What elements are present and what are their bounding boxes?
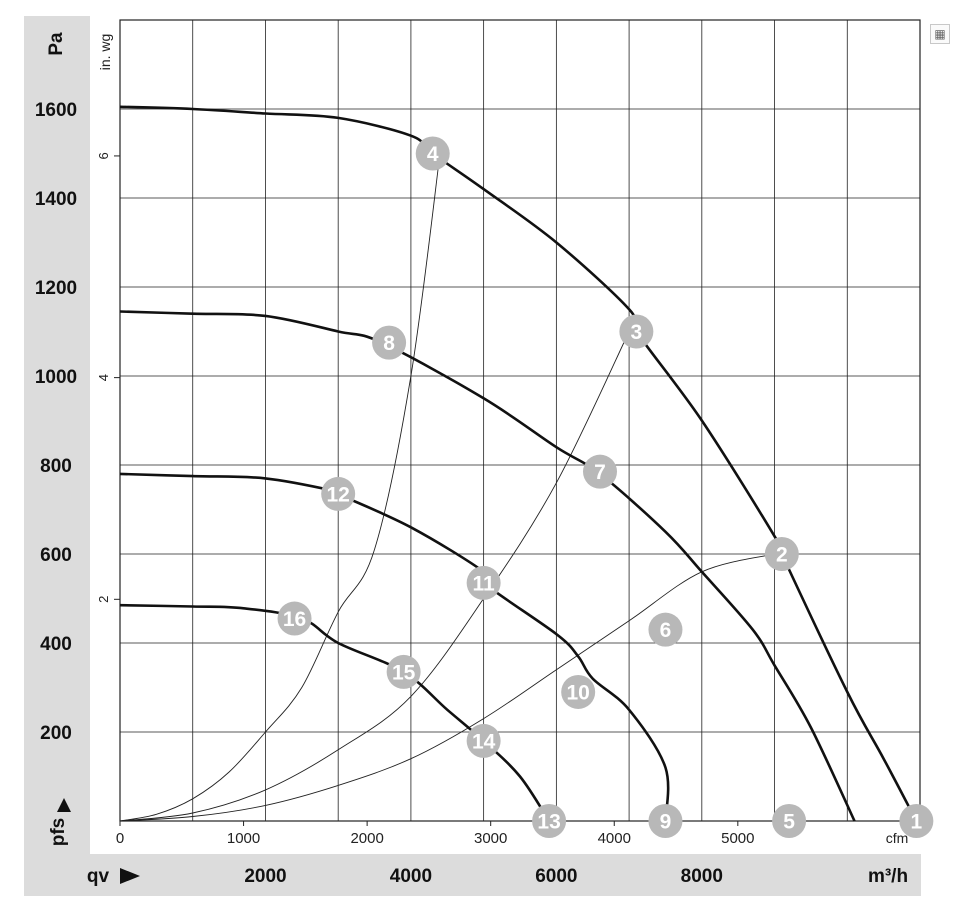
system-curve-2 <box>119 331 630 822</box>
operating-point-16: 16 <box>277 601 312 636</box>
x-unit-cfm-label: cfm <box>886 830 909 846</box>
operating-point-label: 1 <box>911 811 923 834</box>
x-axis-arrow-icon <box>120 868 140 884</box>
operating-point-marker <box>648 804 683 838</box>
y-tick-pa: 1600 <box>35 100 77 121</box>
x-tick-m3h: 4000 <box>390 866 432 887</box>
operating-point-label: 2 <box>776 544 788 567</box>
operating-point-10: 10 <box>561 674 596 709</box>
x-tick-cfm: 1000 <box>227 830 260 847</box>
operating-point-label: 3 <box>631 321 643 344</box>
fan-curve-2 <box>119 310 856 822</box>
x-tick-cfm: 4000 <box>598 830 631 847</box>
operating-point-label: 7 <box>594 461 606 484</box>
operating-point-marker <box>532 804 567 838</box>
operating-point-9: 9 <box>648 804 683 838</box>
operating-point-13: 13 <box>532 804 567 838</box>
operating-point-label: 14 <box>472 730 496 753</box>
operating-point-marker <box>321 476 356 511</box>
y-tick-inwg: 6 <box>96 152 111 159</box>
report-icon[interactable]: ▦ <box>930 24 950 44</box>
plot-frame <box>119 19 921 822</box>
y-tick-pa: 1200 <box>35 278 77 299</box>
y-tick-pa: 200 <box>40 723 72 744</box>
operating-point-8: 8 <box>372 325 407 360</box>
operating-point-label: 9 <box>660 811 672 834</box>
operating-point-marker <box>772 804 807 838</box>
operating-point-marker <box>372 325 407 360</box>
y-unit-pa-label: Pa <box>46 32 67 56</box>
x-tick-cfm: 0 <box>116 830 124 847</box>
y-tick-inwg: 2 <box>96 596 111 603</box>
system-curve-3 <box>119 553 775 822</box>
x-tick-m3h: 6000 <box>535 866 577 887</box>
operating-point-label: 8 <box>383 332 395 355</box>
operating-point-marker <box>764 537 799 571</box>
operating-point-label: 4 <box>427 143 439 166</box>
operating-point-marker <box>415 136 450 171</box>
fan-curve-4 <box>119 603 551 822</box>
operating-point-11: 11 <box>466 565 501 600</box>
x-tick-m3h: 2000 <box>244 866 286 887</box>
y-tick-pa: 400 <box>40 634 72 655</box>
operating-point-label: 13 <box>537 811 560 834</box>
y-tick-pa: 1400 <box>35 189 77 210</box>
y-unit-inwg-label: in. wg <box>97 34 113 71</box>
operating-point-label: 12 <box>327 483 350 506</box>
operating-point-2: 2 <box>764 537 799 571</box>
operating-point-1: 1 <box>899 804 934 838</box>
operating-point-4: 4 <box>415 136 450 171</box>
operating-point-marker <box>619 314 654 349</box>
operating-point-label: 6 <box>660 619 672 642</box>
operating-point-6: 6 <box>648 612 683 647</box>
system-curve-1 <box>119 153 441 822</box>
operating-point-marker <box>899 804 934 838</box>
y-axis-band <box>24 16 90 896</box>
operating-point-label: 11 <box>473 572 496 595</box>
x-tick-cfm: 5000 <box>721 830 754 847</box>
fan-curve-3 <box>119 472 670 822</box>
operating-point-marker <box>561 674 596 709</box>
operating-point-5: 5 <box>772 804 807 838</box>
x-axis-band <box>24 854 921 896</box>
axis-ticks: 200 400 600 800 1000 1200 1400 1600 2 4 6 0 1000 2000… <box>35 100 755 887</box>
y-tick-pa: 1000 <box>35 367 77 388</box>
operating-point-marker <box>466 723 501 758</box>
operating-point-label: 10 <box>567 681 590 704</box>
operating-point-label: 5 <box>783 811 795 834</box>
x-axis-title: qv <box>87 866 110 887</box>
fan-curve-1 <box>119 105 918 822</box>
operating-point-marker <box>648 612 683 647</box>
operating-point-12: 12 <box>321 476 356 511</box>
operating-point-15: 15 <box>386 654 421 689</box>
operating-point-marker <box>583 454 617 489</box>
y-tick-inwg: 4 <box>96 374 111 381</box>
operating-point-3: 3 <box>619 314 654 349</box>
operating-point-14: 14 <box>466 723 501 758</box>
y-tick-pa: 800 <box>40 456 72 477</box>
x-tick-cfm: 2000 <box>350 830 383 847</box>
curves <box>119 105 918 822</box>
operating-point-marker <box>277 601 312 636</box>
x-tick-m3h: 8000 <box>681 866 723 887</box>
y-axis-title: pfs <box>48 818 69 847</box>
operating-point-7: 7 <box>583 454 617 489</box>
operating-point-label: 15 <box>392 661 416 684</box>
operating-point-label: 16 <box>283 608 306 631</box>
y-tick-pa: 600 <box>40 545 72 566</box>
x-unit-m3h-label: m³/h <box>868 866 908 887</box>
operating-point-marker <box>466 565 501 600</box>
y-axis-arrow-icon <box>57 798 71 812</box>
operating-point-marker <box>386 654 421 689</box>
x-tick-cfm: 3000 <box>474 830 507 847</box>
